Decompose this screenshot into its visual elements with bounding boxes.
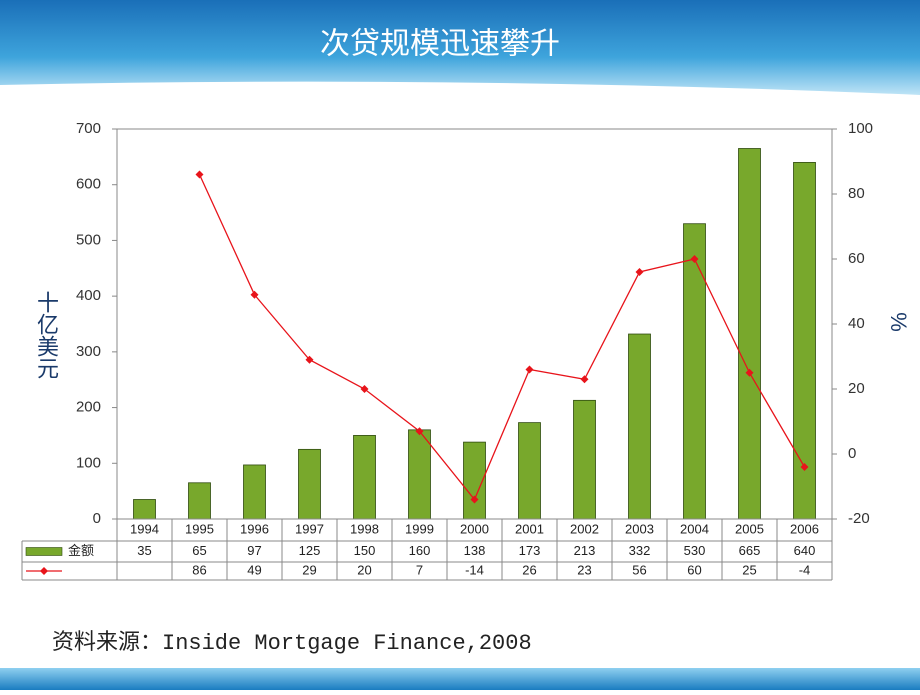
line-marker [580, 375, 589, 384]
bar [738, 148, 761, 520]
legend-label: 金额 [68, 543, 94, 558]
table-cell: 25 [742, 562, 756, 577]
x-tick-label: 1994 [130, 521, 159, 536]
line-marker [195, 170, 204, 179]
bar [188, 482, 211, 520]
table-cell: 26 [522, 562, 536, 577]
x-tick-label: 2006 [790, 521, 819, 536]
y2-tick-label: 40 [848, 315, 865, 332]
bar [628, 333, 651, 520]
line-marker [305, 355, 314, 364]
x-tick-label: 1996 [240, 521, 269, 536]
line-marker [745, 368, 754, 377]
legend-marker [40, 567, 48, 575]
table-cell: -4 [799, 562, 811, 577]
x-tick-label: 2005 [735, 521, 764, 536]
bar [573, 399, 596, 520]
x-tick-label: 1997 [295, 521, 324, 536]
x-tick-label: 2003 [625, 521, 654, 536]
x-tick-label: 1999 [405, 521, 434, 536]
line-marker [360, 385, 369, 393]
footer-band [0, 668, 920, 690]
table-cell: 173 [519, 543, 541, 558]
x-tick-label: 2004 [680, 521, 709, 536]
line-marker [525, 365, 534, 374]
table-cell: 35 [137, 543, 151, 558]
table-cell: 138 [464, 543, 486, 558]
table-cell: 97 [247, 543, 261, 558]
x-tick-label: 2000 [460, 521, 489, 536]
table-cell: 29 [302, 562, 316, 577]
y-tick-label: 500 [76, 231, 101, 248]
table-cell: 49 [247, 562, 261, 577]
x-tick-label: 1995 [185, 521, 214, 536]
line-marker [415, 427, 424, 436]
bar [298, 448, 321, 520]
bar [353, 435, 376, 520]
y2-tick-label: -20 [848, 510, 870, 527]
header-band [0, 0, 920, 95]
y2-tick-label: 80 [848, 185, 865, 202]
table-cell: 640 [794, 543, 816, 558]
y2-tick-label: 60 [848, 250, 865, 267]
y-tick-label: 700 [76, 120, 101, 137]
bar [243, 464, 266, 520]
y-tick-label: 400 [76, 287, 101, 304]
line [198, 174, 806, 501]
table-cell: 160 [409, 543, 431, 558]
y-tick-label: 600 [76, 176, 101, 193]
bar [133, 499, 156, 520]
table-cell: 20 [357, 562, 371, 577]
y2-tick-label: 0 [848, 445, 856, 462]
table-cell: 60 [687, 562, 701, 577]
table-cell: 65 [192, 543, 206, 558]
y-tick-label: 0 [93, 510, 101, 527]
x-tick-label: 1998 [350, 521, 379, 536]
line-marker [635, 268, 644, 276]
chart-title: 次贷规模迅速攀升 [320, 27, 560, 62]
y-axis-label: 十亿美元 [33, 291, 59, 379]
bar [683, 223, 706, 520]
y-tick-label: 200 [76, 399, 101, 416]
legend-swatch [25, 547, 63, 556]
table-cell: 332 [629, 543, 651, 558]
table-cell: 150 [354, 543, 376, 558]
y2-tick-label: 20 [848, 380, 865, 397]
line-marker [470, 495, 479, 504]
source-note: 资料来源：Inside Mortgage Finance,2008 [52, 630, 532, 656]
table-cell: -14 [465, 562, 484, 577]
y-tick-label: 100 [76, 454, 101, 471]
plot-area: 0 100 200 300 400 500 600 700 -20 0 20 40 60 80 100 199… [21, 120, 873, 581]
table-cell: 86 [192, 562, 206, 577]
table-cell: 56 [632, 562, 646, 577]
y2-tick-label: 100 [848, 120, 873, 137]
line-marker [690, 255, 699, 263]
y-tick-label: 300 [76, 343, 101, 360]
table-cell: 213 [574, 543, 596, 558]
x-tick-label: 2001 [515, 521, 544, 536]
y2-axis-label: % [886, 312, 911, 332]
table-cell: 530 [684, 543, 706, 558]
table-cell: 7 [416, 562, 423, 577]
bar [518, 422, 541, 520]
table-cell: 665 [739, 543, 761, 558]
line-marker [800, 463, 809, 471]
x-tick-label: 2002 [570, 521, 599, 536]
line-marker [250, 290, 259, 299]
bar [408, 429, 431, 520]
table-cell: 125 [299, 543, 321, 558]
table-cell: 23 [577, 562, 591, 577]
